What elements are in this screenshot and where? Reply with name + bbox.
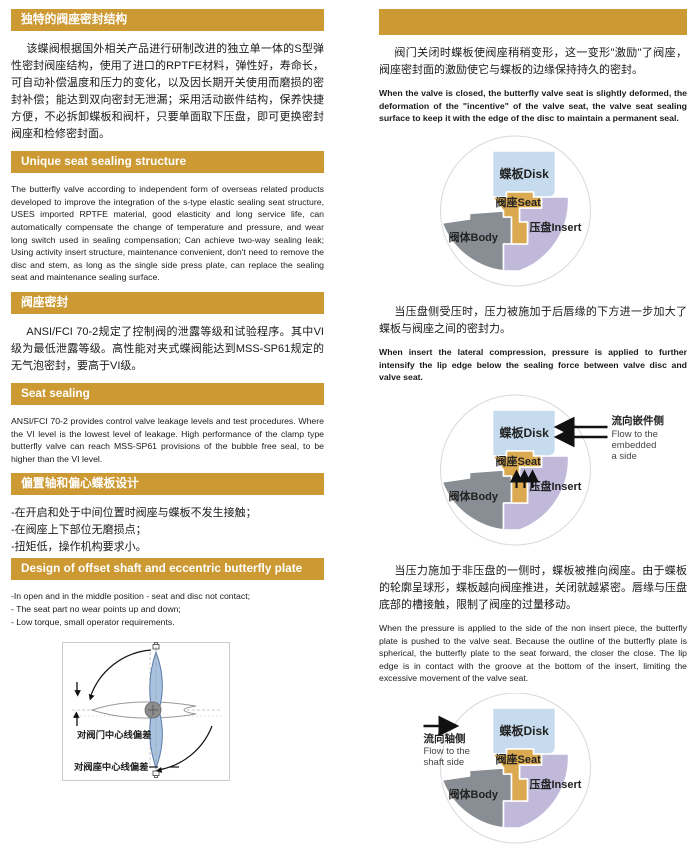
svg-text:流向轴侧: 流向轴侧 bbox=[424, 732, 466, 745]
svg-text:压盘Insert: 压盘Insert bbox=[530, 220, 582, 234]
svg-text:阀体Body: 阀体Body bbox=[449, 787, 499, 801]
svg-text:a side: a side bbox=[612, 451, 637, 462]
svg-text:蝶板Disk: 蝶板Disk bbox=[500, 425, 550, 440]
svg-text:阀座Seat: 阀座Seat bbox=[496, 195, 542, 209]
svg-text:阀座Seat: 阀座Seat bbox=[496, 454, 542, 468]
svg-text:压盘Insert: 压盘Insert bbox=[530, 479, 582, 493]
svg-text:阀体Body: 阀体Body bbox=[449, 489, 499, 503]
svg-text:流向嵌件侧: 流向嵌件侧 bbox=[612, 414, 665, 427]
svg-text:shaft side: shaft side bbox=[424, 757, 465, 768]
svg-text:蝶板Disk: 蝶板Disk bbox=[500, 166, 550, 181]
svg-text:蝶板Disk: 蝶板Disk bbox=[500, 723, 550, 738]
svg-text:Flow to the: Flow to the bbox=[424, 746, 470, 757]
svg-text:对阀座中心线偏差: 对阀座中心线偏差 bbox=[74, 761, 148, 772]
svg-text:对阀门中心线偏差: 对阀门中心线偏差 bbox=[77, 729, 151, 740]
svg-text:压盘Insert: 压盘Insert bbox=[530, 777, 582, 791]
svg-text:阀体Body: 阀体Body bbox=[449, 230, 499, 244]
svg-text:embedded: embedded bbox=[612, 440, 657, 451]
svg-text:Flow to the: Flow to the bbox=[612, 429, 658, 440]
svg-text:阀座Seat: 阀座Seat bbox=[496, 752, 542, 766]
